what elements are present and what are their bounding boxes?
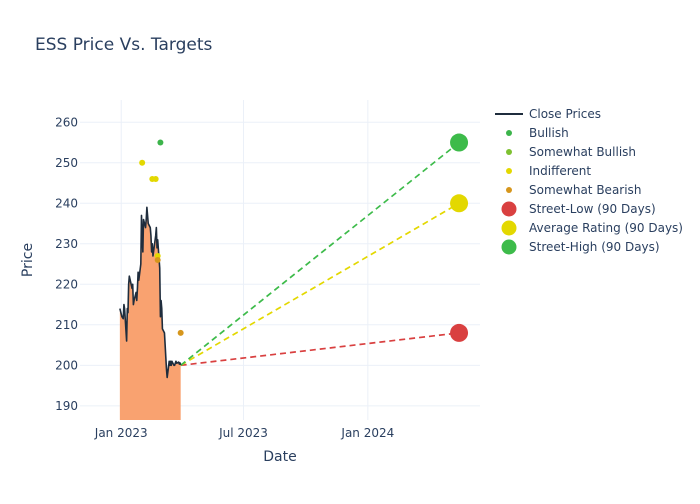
legend-dot-swatch <box>501 201 517 217</box>
street-low-90-days-target-line <box>180 332 460 367</box>
x-tick-label: Jan 2024 <box>340 426 394 440</box>
legend-item-average-rating-90-days: Average Rating (90 Days) <box>501 220 683 236</box>
legend-item-somewhat-bearish: Somewhat Bearish <box>506 183 641 197</box>
legend-label: Bullish <box>529 126 569 140</box>
tick-layer: 190 200 210 220 230 240 250 260 Jan 2023 Jul 2023… <box>55 115 394 440</box>
somewhat-bearish-rating-point <box>154 257 161 263</box>
x-axis-title: Date <box>263 449 296 465</box>
legend-label: Indifferent <box>529 164 591 178</box>
legend-label: Somewhat Bearish <box>529 183 641 197</box>
target-layer <box>180 133 469 367</box>
y-tick-label: 230 <box>55 237 78 251</box>
chart-title: ESS Price Vs. Targets <box>35 35 212 55</box>
legend-dot-swatch <box>501 239 517 255</box>
legend-item-bullish: Bullish <box>506 126 569 140</box>
legend-dot-swatch <box>506 130 512 136</box>
legend-label: Somewhat Bullish <box>529 145 636 159</box>
close-price-line <box>119 206 182 379</box>
average-rating-90-days-target-marker <box>450 194 469 213</box>
legend-item-close-prices: Close Prices <box>495 107 601 121</box>
y-tick-label: 190 <box>55 399 78 413</box>
legend-item-somewhat-bullish: Somewhat Bullish <box>506 145 636 159</box>
price-layer <box>119 206 182 379</box>
x-tick-label: Jan 2023 <box>94 426 148 440</box>
average-rating-90-days-target-line <box>180 202 460 367</box>
street-low-90-days-target-marker <box>450 323 469 342</box>
somewhat-bearish-rating-point <box>177 329 184 336</box>
y-tick-label: 220 <box>55 277 78 291</box>
legend: Close Prices Bullish Somewhat Bullish Indif… <box>495 107 683 255</box>
y-tick-label: 200 <box>55 358 78 372</box>
indifferent-rating-point <box>139 159 146 166</box>
street-high-90-days-target-marker <box>450 133 469 152</box>
y-tick-label: 210 <box>55 318 78 332</box>
legend-item-street-low-90-days: Street-Low (90 Days) <box>501 201 656 217</box>
legend-dot-swatch <box>506 187 512 193</box>
y-tick-label: 240 <box>55 196 78 210</box>
y-axis-title: Price <box>20 243 36 277</box>
legend-label: Street-Low (90 Days) <box>529 202 656 216</box>
legend-label: Average Rating (90 Days) <box>529 221 683 235</box>
legend-item-indifferent: Indifferent <box>506 164 591 178</box>
y-tick-label: 250 <box>55 156 78 170</box>
y-tick-label: 260 <box>55 115 78 129</box>
legend-label: Street-High (90 Days) <box>529 240 660 254</box>
rating-layer <box>139 139 184 336</box>
legend-dot-swatch <box>501 220 517 236</box>
legend-dot-swatch <box>506 149 512 155</box>
area-layer <box>119 207 181 420</box>
legend-label: Close Prices <box>529 107 601 121</box>
indifferent-rating-point <box>152 175 159 182</box>
close-price-area <box>119 207 181 420</box>
bullish-rating-point <box>157 139 164 146</box>
legend-dot-swatch <box>506 168 512 174</box>
legend-item-street-high-90-days: Street-High (90 Days) <box>501 239 660 255</box>
x-tick-label: Jul 2023 <box>218 426 268 440</box>
